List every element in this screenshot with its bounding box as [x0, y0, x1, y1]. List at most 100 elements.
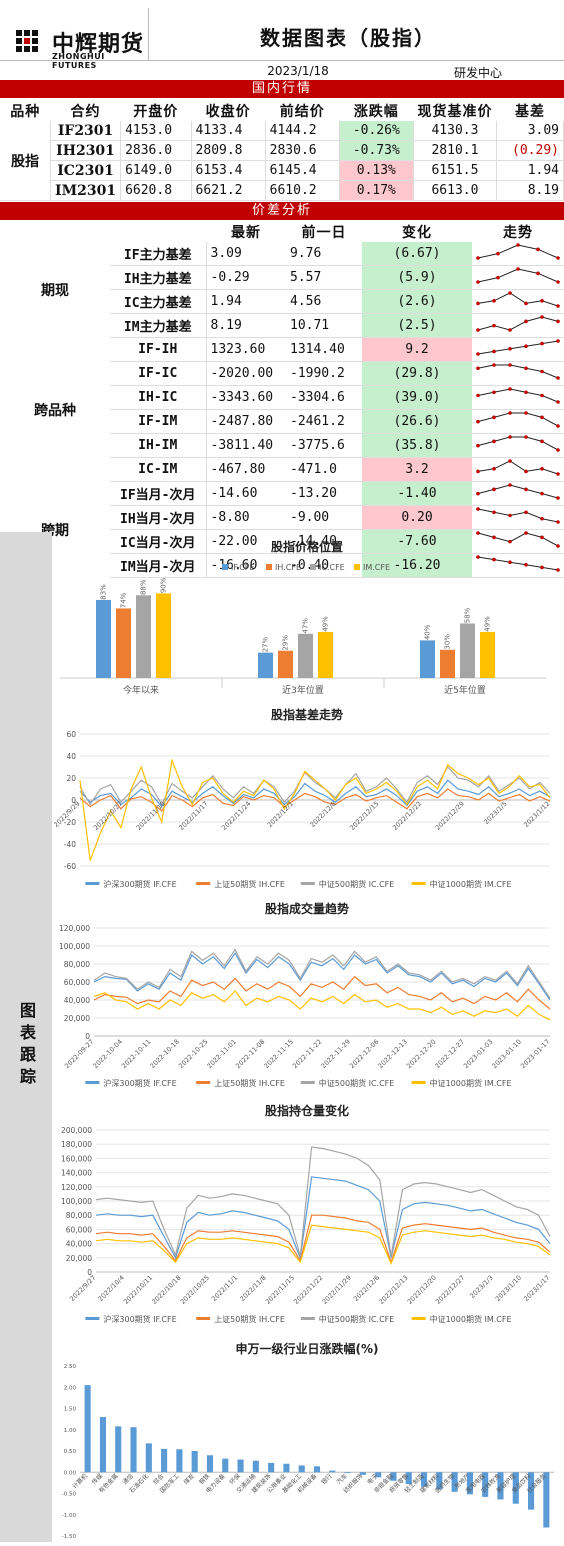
logo-text-cn: 中辉期货: [52, 32, 145, 57]
bar: [84, 1385, 91, 1473]
chart-basis-trend: 股指基差走势 60 40 20 0 -20 -40 -60 2022/9/29 2022/10/…: [52, 702, 560, 894]
sparkline: [476, 339, 560, 356]
y-tick-label: 60,000: [66, 1225, 92, 1234]
sparkline-point: [492, 363, 496, 367]
basis-value: (0.29): [496, 140, 564, 161]
sparkline-line: [477, 460, 559, 475]
market-col-header: 开盘价: [133, 104, 179, 120]
x-tick-label: 2022/12/13: [377, 1274, 409, 1306]
sparkline-point: [476, 531, 480, 535]
spread-prev: 9.76: [286, 242, 362, 266]
legend-swatch: [300, 882, 315, 885]
section-tracking-text: 图表跟踪: [17, 1002, 36, 1090]
x-tick-label: 2023/1/10: [494, 1274, 523, 1303]
x-tick-label: 2022/11/10: [135, 800, 167, 832]
sparkline-point: [476, 507, 480, 511]
x-tick-label: 2022-11-08: [234, 1038, 266, 1070]
spread-name: IC当月-次月: [110, 529, 207, 554]
market-row: IH2301 2836.0 2809.8 2830.6 -0.73% 2810.1 (0.2…: [0, 140, 564, 161]
report-date: 2023/1/18: [267, 64, 329, 78]
spread-row: IH主力基差 -0.29 5.57 (5.9): [0, 265, 564, 290]
spread-change: -1.40: [362, 481, 472, 506]
legend-label: IF.CFE: [231, 563, 254, 572]
chart-volume-trend-svg: 120,000100,00080,00060,00040,00020,00002…: [59, 924, 551, 1088]
legend-label: 中证1000期货 IM.CFE: [430, 1078, 512, 1088]
department-label: 研发中心: [453, 66, 502, 80]
sparkline-point: [556, 280, 560, 284]
sparkline-point: [476, 393, 480, 398]
bar: [482, 1472, 489, 1497]
sparkline-point: [508, 387, 512, 391]
sparkline-point: [516, 243, 520, 247]
x-tick-label: 2023/1/17: [522, 1274, 551, 1303]
sparkline-point: [508, 347, 512, 351]
legend-swatch: [310, 564, 316, 570]
sparkline-point: [508, 291, 512, 295]
x-tick-label: 2023/1/3: [468, 1274, 494, 1300]
sparkline-point: [524, 301, 528, 306]
spread-prev: 1314.40: [286, 337, 362, 362]
x-tick-label: 2022/12/27: [434, 1274, 466, 1306]
market-row: 股指 IF2301 4153.0 4133.4 4144.2 -0.26% 4130.3 3.…: [0, 121, 564, 201]
spread-latest: -3811.40: [206, 433, 286, 458]
series-line: [95, 1146, 551, 1257]
bar: [318, 631, 333, 678]
open-price: 6149.0: [120, 160, 192, 181]
sparkline-point: [524, 411, 528, 415]
legend-label: 中证1000期货 IM.CFE: [430, 1314, 512, 1324]
sparkline-point: [476, 328, 480, 332]
data-label: 49%: [322, 616, 330, 632]
x-tick-label: 2022/12/15: [348, 800, 380, 832]
y-tick-label: 60,000: [64, 978, 90, 987]
data-label: 29%: [282, 635, 290, 651]
sparkline-point: [540, 393, 544, 398]
series-line: [93, 952, 551, 1001]
sparkline-line: [477, 244, 559, 259]
sparkline: [476, 387, 560, 404]
spread-name: IF主力基差: [110, 242, 207, 266]
bar: [451, 1472, 458, 1492]
spread-prev: -1990.2: [286, 361, 362, 386]
spread-change: 3.2: [362, 457, 472, 482]
sparkline-line: [477, 388, 559, 403]
legend-swatch: [266, 564, 272, 570]
category-label: 煤炭: [182, 1472, 196, 1486]
y-tick-label: 0: [71, 796, 76, 805]
data-label: 30%: [444, 634, 452, 650]
legend-swatch: [196, 1081, 211, 1084]
x-tick-label: 2022/10/11: [122, 1274, 154, 1306]
sparkline: [476, 555, 560, 572]
legend-swatch: [300, 1081, 315, 1084]
chart-title: 股指价格位置: [270, 540, 343, 554]
prev-settle: 2830.6: [265, 140, 340, 161]
spread-latest: -0.29: [206, 265, 286, 290]
spread-change: (35.8): [362, 433, 472, 458]
col-change: 变化: [402, 225, 432, 241]
sparkline-line: [477, 556, 559, 571]
series-line: [93, 990, 551, 1021]
spread-change: (2.5): [362, 313, 472, 338]
sparkline: [476, 315, 560, 332]
spread-trend: [472, 505, 564, 530]
series-line: [93, 948, 551, 999]
market-col-header: 基差: [515, 104, 546, 120]
spread-prev: -0.40: [286, 553, 362, 578]
y-tick-label: 0.50: [64, 1449, 77, 1455]
x-tick-label: 2023/1/12: [522, 800, 551, 829]
legend-swatch: [411, 1081, 426, 1084]
market-table: 品种 合约 开盘价 收盘价 前结价 涨跌幅 现货基准价 基差 股指 IF2301 4153.0 41…: [0, 101, 564, 201]
spread-prev: 5.57: [286, 265, 362, 290]
spread-change: (29.8): [362, 361, 472, 386]
sparkline-point: [556, 448, 560, 452]
spot-price: 6151.5: [413, 160, 498, 181]
y-tick-label: 40,000: [64, 996, 90, 1005]
x-tick-label: 2022/10/27: [92, 800, 124, 832]
sparkline-point: [540, 467, 544, 471]
x-tick-label: 2022/10/25: [179, 1274, 211, 1306]
y-tick-label: 60: [66, 730, 76, 739]
y-tick-label: 1.50: [64, 1407, 77, 1413]
x-tick-label: 2023-01-10: [491, 1038, 523, 1070]
bar: [268, 1462, 275, 1473]
x-tick-label: 2022-12-13: [377, 1038, 409, 1070]
